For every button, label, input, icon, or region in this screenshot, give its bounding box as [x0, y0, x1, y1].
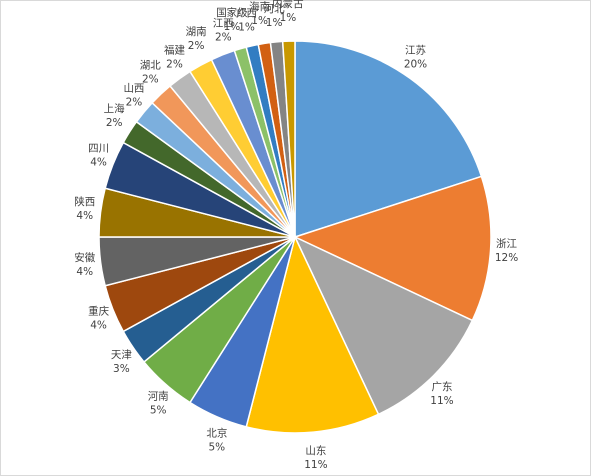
pie-slice: [281, 40, 296, 238]
slice-label: 江苏: [405, 43, 426, 56]
slice-value-label: 1%: [266, 17, 283, 29]
slice-label: 江西: [213, 18, 234, 30]
slice-label: 河南: [148, 390, 169, 403]
slice-label: 海南: [249, 0, 270, 13]
slice-label: 四川: [88, 142, 109, 154]
slice-value-label: 2%: [142, 73, 159, 85]
slice-label: 陕西: [74, 195, 95, 208]
slice-label: 安徽: [74, 251, 95, 264]
slice-value-label: 5%: [150, 405, 167, 417]
slice-value-label: 4%: [76, 266, 93, 278]
slice-value-label: 1%: [280, 12, 297, 24]
slice-label: 天津: [111, 349, 132, 361]
slice-value-label: 11%: [430, 395, 453, 407]
slice-value-label: 1%: [251, 15, 268, 27]
slice-value-label: 2%: [188, 40, 205, 52]
slice-value-label: 11%: [304, 459, 327, 471]
slice-label: 重庆: [88, 305, 109, 318]
slice-label: 国家级: [216, 6, 248, 19]
slice-value-label: 2%: [126, 96, 143, 108]
slice-value-label: 5%: [208, 442, 225, 454]
slice-label: 山西: [123, 82, 144, 94]
slice-value-label: 4%: [76, 210, 93, 222]
slice-value-label: 4%: [90, 320, 107, 332]
pie-slice: [245, 234, 380, 434]
slice-value-label: 20%: [404, 58, 427, 70]
slice-label: 湖南: [186, 25, 207, 38]
slice-label: 广东: [431, 380, 452, 393]
slice-label: 上海: [104, 102, 125, 115]
slice-value-label: 4%: [90, 156, 107, 168]
slice-label: 北京: [206, 427, 227, 440]
slice-label: 内蒙古: [272, 0, 304, 10]
slice-value-label: 12%: [495, 252, 518, 264]
slice-value-label: 2%: [106, 117, 123, 129]
slice-label: 山东: [305, 444, 326, 457]
slice-label: 广西: [236, 7, 257, 19]
slice-value-label: 1%: [224, 21, 241, 33]
pie-slice: [293, 235, 474, 416]
slice-label: 河北: [264, 3, 285, 15]
slice-value-label: 2%: [166, 58, 183, 70]
slice-label: 福建: [164, 43, 185, 56]
slice-value-label: 3%: [113, 363, 130, 375]
slice-label: 湖北: [140, 59, 161, 71]
slice-value-label: 1%: [238, 21, 255, 33]
pie-slice: [292, 175, 492, 322]
pie-slice: [294, 40, 483, 239]
slice-value-label: 2%: [215, 32, 232, 44]
slice-label: 浙江: [496, 238, 517, 250]
